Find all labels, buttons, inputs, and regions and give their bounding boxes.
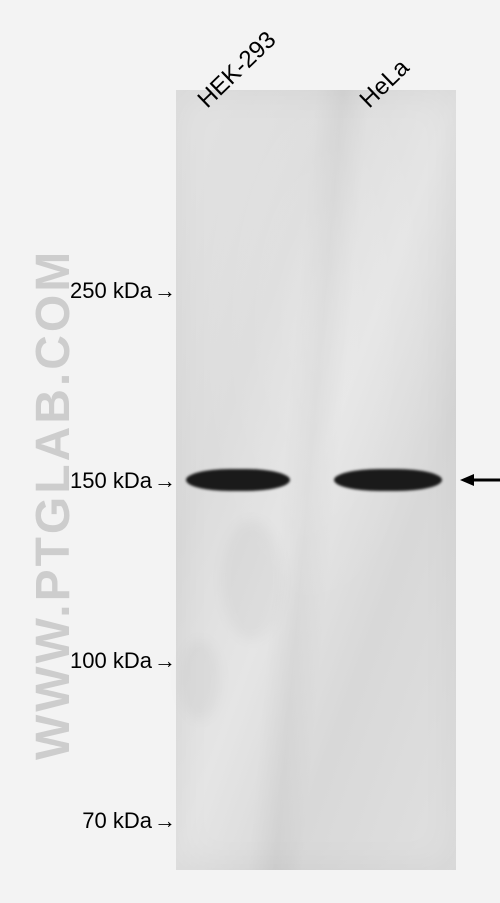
band-hela [334, 469, 442, 491]
band-hek293 [186, 469, 290, 491]
artifact-smudge [180, 640, 220, 720]
target-band-arrow-icon [460, 470, 496, 490]
mw-label-text: 150 kDa [70, 468, 152, 493]
mw-label-text: 70 kDa [82, 808, 152, 833]
arrow-right-icon: → [154, 648, 176, 674]
artifact-smudge [222, 520, 282, 640]
mw-label-text: 250 kDa [70, 278, 152, 303]
blot-membrane [176, 90, 456, 870]
arrow-right-icon: → [154, 278, 176, 304]
arrow-right-icon: → [154, 468, 176, 494]
watermark-text: WWW.PTGLAB.COM [26, 249, 81, 760]
mw-marker-150: 150 kDa→ [70, 468, 176, 494]
mw-marker-70: 70 kDa→ [82, 808, 176, 834]
mw-marker-250: 250 kDa→ [70, 278, 176, 304]
arrow-right-icon: → [154, 808, 176, 834]
mw-label-text: 100 kDa [70, 648, 152, 673]
mw-marker-100: 100 kDa→ [70, 648, 176, 674]
